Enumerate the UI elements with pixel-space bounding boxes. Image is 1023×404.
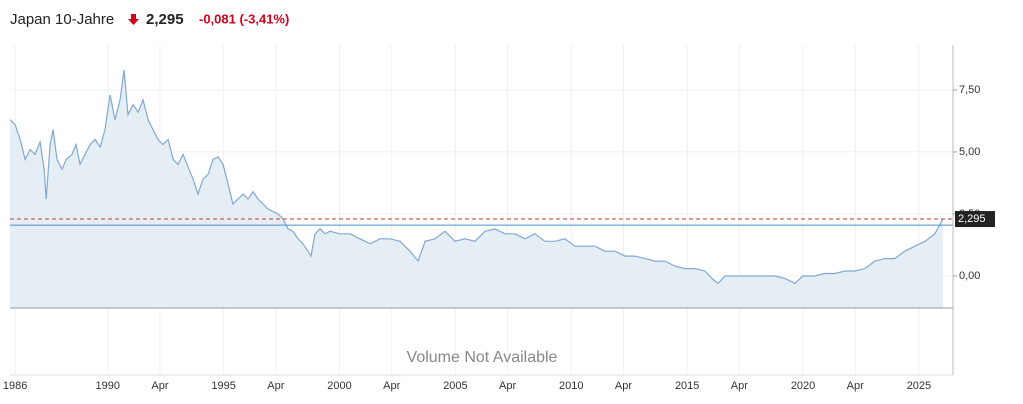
volume-note: Volume Not Available [407,349,558,366]
x-tick-label: Apr [151,380,168,392]
x-tick-label: Apr [615,380,632,392]
x-tick-label: 2010 [559,380,583,392]
x-tick-label: 1995 [211,380,235,392]
x-tick-label: 1990 [96,380,120,392]
y-tick-label: 5,00 [959,146,980,158]
x-tick-label: 2015 [675,380,699,392]
chart-title: Japan 10-Jahre [10,11,114,28]
y-tick-label: 7,50 [959,84,980,96]
price-line [9,70,944,285]
x-tick-label: 2025 [907,380,931,392]
price-change: -0,081 (-3,41%) [199,11,289,26]
x-tick-label: Apr [499,380,516,392]
last-price: 2,295 [146,11,184,28]
x-tick-label: 2000 [327,380,351,392]
x-tick-label: Apr [847,380,864,392]
x-tick-label: Apr [383,380,400,392]
last-price-box [955,211,995,228]
down-arrow [128,14,139,25]
y-tick-label: 0,00 [959,270,980,282]
x-tick-label: 1986 [3,380,27,392]
area-fill [10,70,943,308]
x-tick-label: Apr [267,380,284,392]
x-tick-label: Apr [731,380,748,392]
x-tick-label: 2005 [443,380,467,392]
last-price-label: 2,295 [958,213,986,225]
x-tick-label: 2020 [791,380,815,392]
